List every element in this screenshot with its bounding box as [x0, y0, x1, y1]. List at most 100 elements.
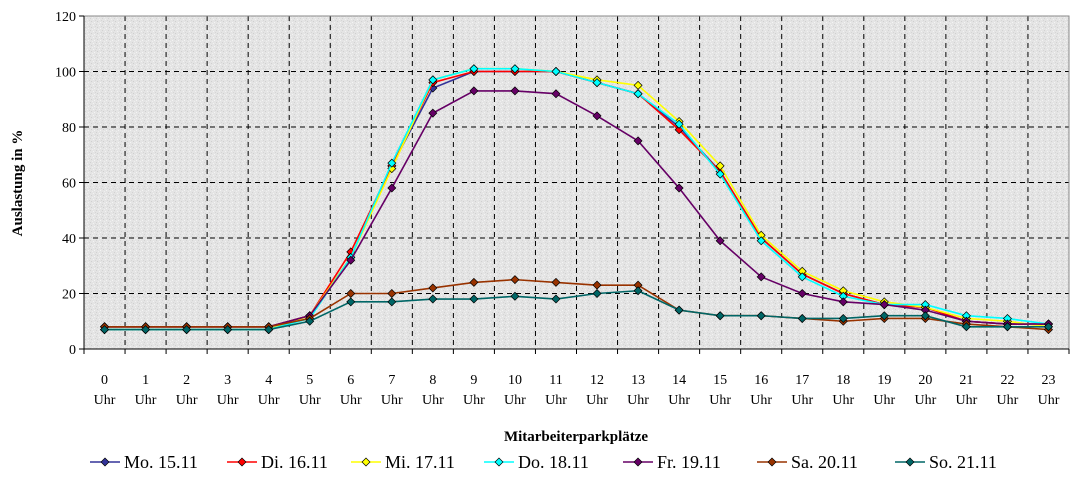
x-tick-label-unit: Uhr	[94, 393, 116, 408]
x-tick-label-unit: Uhr	[176, 393, 198, 408]
legend-label: Mo. 15.11	[124, 452, 198, 472]
data-point-marker	[961, 322, 971, 332]
data-point-marker	[428, 108, 438, 118]
x-tick-label-hour: 3	[224, 373, 231, 388]
data-point-marker	[551, 294, 561, 304]
x-tick-label-unit: Uhr	[709, 393, 731, 408]
legend-item-1: Mo. 15.11	[90, 452, 198, 472]
legend-marker	[237, 457, 247, 467]
x-tick-label-unit: Uhr	[668, 393, 690, 408]
x-tick-label-unit: Uhr	[135, 393, 157, 408]
x-tick-label-hour: 21	[959, 373, 973, 388]
data-point-marker	[223, 325, 233, 335]
data-point-marker	[387, 158, 397, 168]
x-tick-label-unit: Uhr	[873, 393, 895, 408]
legend-label: Di. 16.11	[261, 452, 328, 472]
x-tick-label-hour: 9	[470, 373, 477, 388]
x-tick-label-hour: 2	[183, 373, 190, 388]
x-tick-label-unit: Uhr	[299, 393, 321, 408]
data-point-marker	[879, 300, 889, 310]
data-point-marker	[674, 305, 684, 315]
legend-label: So. 21.11	[929, 452, 997, 472]
x-tick-label-hour: 20	[918, 373, 932, 388]
y-axis-title: Auslastung in %	[10, 130, 26, 237]
data-point-marker	[879, 311, 889, 321]
y-tick-label: 20	[62, 288, 76, 303]
data-point-marker	[592, 78, 602, 88]
x-tick-label-unit: Uhr	[586, 393, 608, 408]
x-tick-label-unit: Uhr	[545, 393, 567, 408]
y-tick-label: 40	[62, 232, 76, 247]
x-tick-label-hour: 19	[877, 373, 891, 388]
data-point-marker	[592, 111, 602, 121]
x-tick-label-hour: 15	[713, 373, 727, 388]
x-tick-label-unit: Uhr	[217, 393, 239, 408]
legend-marker	[905, 457, 915, 467]
data-point-marker	[510, 291, 520, 301]
x-tick-label-unit: Uhr	[1038, 393, 1060, 408]
x-tick-label-hour: 17	[795, 373, 809, 388]
y-tick-label: 100	[55, 66, 76, 81]
data-point-marker	[674, 119, 684, 129]
x-tick-label-unit: Uhr	[791, 393, 813, 408]
legend-label: Mi. 17.11	[385, 452, 455, 472]
x-tick-label-hour: 0	[101, 373, 108, 388]
x-tick-label-unit: Uhr	[463, 393, 485, 408]
data-point-marker	[592, 289, 602, 298]
x-tick-label-unit: Uhr	[422, 393, 444, 408]
x-tick-label-unit: Uhr	[750, 393, 772, 408]
data-point-marker	[756, 236, 766, 246]
x-tick-label-unit: Uhr	[956, 393, 978, 408]
y-tick-label: 80	[62, 121, 76, 136]
data-point-marker	[674, 183, 684, 193]
legend: Mo. 15.11 Di. 16.11 Mi. 17.11 Do. 18.11 Fr. …	[90, 452, 997, 472]
data-point-marker	[428, 75, 438, 85]
x-tick-label-hour: 23	[1041, 373, 1055, 388]
data-point-marker	[756, 311, 766, 321]
data-point-marker	[469, 64, 479, 74]
data-point-marker	[387, 183, 397, 193]
data-point-marker	[469, 294, 479, 304]
x-tick-label-hour: 12	[590, 373, 604, 388]
series-line	[104, 289, 1049, 331]
legend-marker	[100, 457, 110, 467]
legend-label: Fr. 19.11	[657, 452, 721, 472]
x-tick-label-unit: Uhr	[258, 393, 280, 408]
data-point-marker	[920, 311, 930, 321]
data-point-marker	[346, 297, 356, 307]
legend-marker	[361, 457, 371, 467]
data-point-marker	[1002, 322, 1012, 332]
data-point-marker	[469, 86, 479, 96]
data-point-marker	[838, 297, 848, 307]
data-point-marker	[100, 325, 110, 335]
x-tick-label-hour: 18	[836, 373, 850, 388]
legend-item-4: Do. 18.11	[484, 452, 589, 472]
data-point-marker	[510, 86, 520, 96]
x-tick-label-unit: Uhr	[997, 393, 1019, 408]
legend-item-3: Mi. 17.11	[351, 452, 455, 472]
legend-label: Do. 18.11	[518, 452, 589, 472]
data-point-marker	[797, 272, 807, 282]
data-point-marker	[633, 89, 643, 99]
y-tick-label: 60	[62, 177, 76, 192]
data-point-marker	[182, 325, 192, 335]
x-tick-label-hour: 6	[347, 373, 354, 388]
y-tick-label: 0	[69, 343, 76, 358]
x-tick-label-unit: Uhr	[340, 393, 362, 408]
x-tick-label-hour: 16	[754, 373, 768, 388]
data-point-marker	[510, 64, 520, 74]
data-point-marker	[428, 283, 438, 293]
data-point-marker	[264, 325, 274, 335]
series-lines	[100, 64, 1053, 335]
data-point-marker	[797, 289, 807, 298]
x-axis-title: Mitarbeiterparkplätze	[504, 429, 648, 445]
axes: 0 20 40 60 80 100 120 0 Uhr 1 Uhr 2 Uhr 3 Uhr 4 Uhr 5 Uhr 6…	[55, 10, 1070, 408]
data-point-marker	[305, 316, 315, 326]
legend-item-6: Sa. 20.11	[757, 452, 858, 472]
data-point-marker	[715, 236, 725, 246]
y-tick-label: 120	[55, 10, 76, 25]
data-point-marker	[715, 169, 725, 179]
data-point-marker	[551, 67, 561, 76]
